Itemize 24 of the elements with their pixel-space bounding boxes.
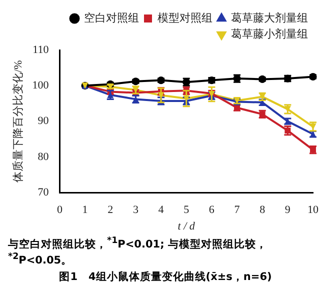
x-tick-label: 8	[260, 204, 266, 216]
y-tick-label: 70	[38, 186, 50, 198]
y-tick-label: 90	[38, 115, 50, 128]
text: 与空白对照组比较，$^{*1}$P<0.01; 与模型对照组比较，$^{*2}$P<0.05。	[8, 236, 267, 266]
x-tick-label: 0	[56, 204, 63, 216]
x-tick-label: 9	[284, 204, 291, 216]
x-tick-label: 7	[234, 204, 240, 216]
y-tick-label: 100	[32, 80, 50, 92]
x-axis-title: t / d	[178, 220, 196, 232]
legend-label: 葛草藤大剂量组	[231, 11, 308, 24]
x-tick-label: 6	[208, 204, 215, 216]
x-tick-label: 5	[184, 204, 190, 216]
y-tick-label: 80	[38, 150, 50, 163]
x-tick-label: 3	[132, 204, 139, 216]
legend-label: 葛草藤小剂量组	[231, 27, 308, 40]
y-axis-title: 体质量下降百分比变化/%	[11, 60, 24, 182]
x-tick-label: 2	[108, 204, 114, 216]
y-tick-label: 110	[32, 44, 50, 56]
legend-label: 空白对照组	[84, 11, 139, 24]
x-tick-label: 1	[82, 204, 88, 216]
x-tick-label: 4	[158, 204, 164, 216]
x-tick-label: 10	[308, 204, 319, 216]
legend-label: 模型对照组	[158, 11, 212, 24]
caption: 图1 4组小鼠体质量变化曲线(x̄±s，n=6)	[58, 270, 273, 284]
